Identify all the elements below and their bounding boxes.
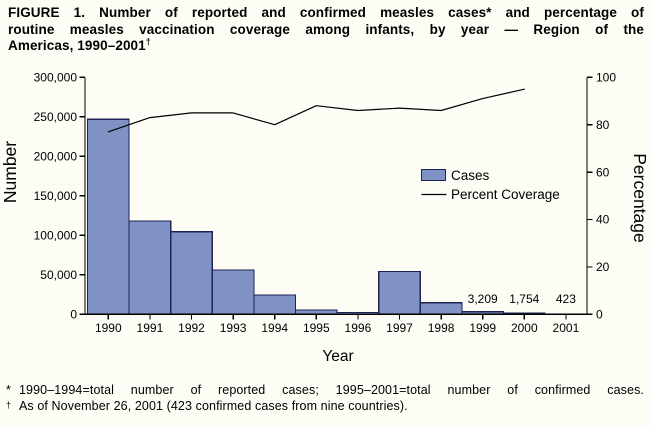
bar-1994 <box>253 294 297 315</box>
x-tick-label-1998: 1998 <box>428 321 455 335</box>
x-tick-label-1993: 1993 <box>220 321 247 335</box>
left-tick-label: 150,000 <box>34 189 78 203</box>
x-tick-label-1995: 1995 <box>303 321 330 335</box>
title-dagger-superscript: † <box>145 36 151 47</box>
x-tick-label-1992: 1992 <box>178 321 205 335</box>
bar-1993 <box>211 269 255 315</box>
left-tick-label: 0 <box>70 308 77 322</box>
bar-1998 <box>419 302 463 315</box>
right-tick-label: 80 <box>596 118 610 132</box>
x-tick-label-1990: 1990 <box>95 321 122 335</box>
left-axis-title: Number <box>0 141 20 203</box>
legend-coverage-label: Percent Coverage <box>451 187 560 202</box>
right-axis-title: Percentage <box>630 153 650 243</box>
right-tick-label: 20 <box>596 260 610 274</box>
chart-area: 0 50,000 100,000 150,000 200,000 250,000 300,0… <box>0 70 652 370</box>
right-tick-label: 60 <box>596 165 610 179</box>
right-tick-label: 40 <box>596 213 610 227</box>
left-axis-ticks: 0 50,000 100,000 150,000 200,000 250,000 300,0… <box>34 71 85 322</box>
bar-value-label-2001: 423 <box>556 292 576 306</box>
bar-value-label-2000: 1,754 <box>509 292 539 306</box>
left-tick-label: 50,000 <box>40 268 77 282</box>
figure-title-line-3: Americas, 1990–2001† <box>8 36 151 53</box>
bar-1995 <box>294 309 338 315</box>
right-tick-label: 0 <box>596 308 603 322</box>
footnote-case-definitions: * 1990–1994=total number of reported case… <box>6 382 644 398</box>
legend-cases-label: Cases <box>451 168 490 183</box>
left-tick-label: 200,000 <box>34 150 78 164</box>
legend: Cases Percent Coverage <box>420 168 560 202</box>
cases-bars <box>86 118 588 315</box>
x-tick-label-1996: 1996 <box>345 321 372 335</box>
x-tick-label-1999: 1999 <box>469 321 496 335</box>
bar-1997 <box>378 271 421 315</box>
left-tick-label: 300,000 <box>34 71 78 85</box>
footnote-as-of-date-text: As of November 26, 2001 (423 confirmed c… <box>19 399 408 413</box>
footnote-case-definitions-text: 1990–1994=total number of reported cases… <box>19 383 644 397</box>
measles-chart: 0 50,000 100,000 150,000 200,000 250,000 300,0… <box>0 71 650 366</box>
left-tick-label: 250,000 <box>34 110 78 124</box>
bar-1991 <box>128 220 172 315</box>
x-axis-ticks: 1990 1991 1992 1993 1994 1995 1996 1997 1998 1999… <box>95 314 580 335</box>
x-axis-title: Year <box>322 348 353 365</box>
footnote-dagger-marker: † <box>6 400 12 410</box>
bar-1990 <box>86 118 130 315</box>
x-tick-label-1991: 1991 <box>137 321 164 335</box>
footnote-asterisk-marker: * <box>6 383 11 397</box>
x-tick-label-2001: 2001 <box>553 321 580 335</box>
bar-value-labels: 3,209 1,754 423 <box>468 292 577 306</box>
figure-footnotes: * 1990–1994=total number of reported case… <box>6 382 644 414</box>
percent-coverage-line <box>107 88 525 133</box>
footnote-as-of-date: † As of November 26, 2001 (423 confirmed … <box>6 398 644 414</box>
legend-cases-swatch <box>420 168 447 182</box>
x-tick-label-1994: 1994 <box>261 321 288 335</box>
figure-title-line-2: routine measles vaccination coverage amo… <box>8 21 644 37</box>
x-tick-label-2000: 2000 <box>511 321 538 335</box>
x-tick-label-1997: 1997 <box>386 321 413 335</box>
bar-1992 <box>170 231 213 315</box>
bar-value-label-1999: 3,209 <box>468 292 498 306</box>
left-tick-label: 100,000 <box>34 229 78 243</box>
figure-title: FIGURE 1. Number of reported and confirm… <box>8 5 644 55</box>
figure-title-line-1: FIGURE 1. Number of reported and confirm… <box>8 5 644 20</box>
right-tick-label: 100 <box>596 71 616 85</box>
right-axis-ticks: 0 20 40 60 80 100 <box>587 71 616 322</box>
